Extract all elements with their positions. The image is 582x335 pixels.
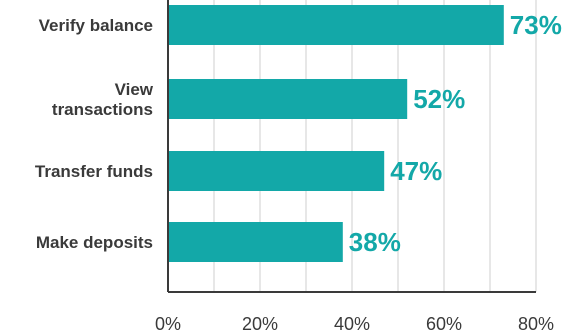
x-tick-label: 60% [426, 314, 462, 334]
x-tick-label: 80% [518, 314, 554, 334]
bars [168, 5, 504, 262]
x-tick-labels: 0% 20% 40% 60% 80% [155, 314, 554, 334]
bar [168, 151, 385, 191]
data-label: 52% [413, 84, 465, 114]
data-labels: 73% 52% 47% 38% [349, 10, 562, 257]
bar [168, 222, 343, 262]
bar [168, 79, 408, 119]
x-tick-label: 20% [242, 314, 278, 334]
x-tick-label: 0% [155, 314, 181, 334]
data-label: 38% [349, 227, 401, 257]
data-label: 73% [510, 10, 562, 40]
category-label: Verify balance [39, 16, 153, 35]
data-label: 47% [390, 156, 442, 186]
bar [168, 5, 504, 45]
category-labels: Verify balance View transactions Transfer f… [35, 16, 154, 252]
category-label: Make deposits [36, 233, 153, 252]
axes [167, 0, 536, 293]
category-label: View transactions [52, 80, 154, 119]
x-tick-label: 40% [334, 314, 370, 334]
category-label: Transfer funds [35, 162, 153, 181]
grid-lines [213, 0, 537, 292]
